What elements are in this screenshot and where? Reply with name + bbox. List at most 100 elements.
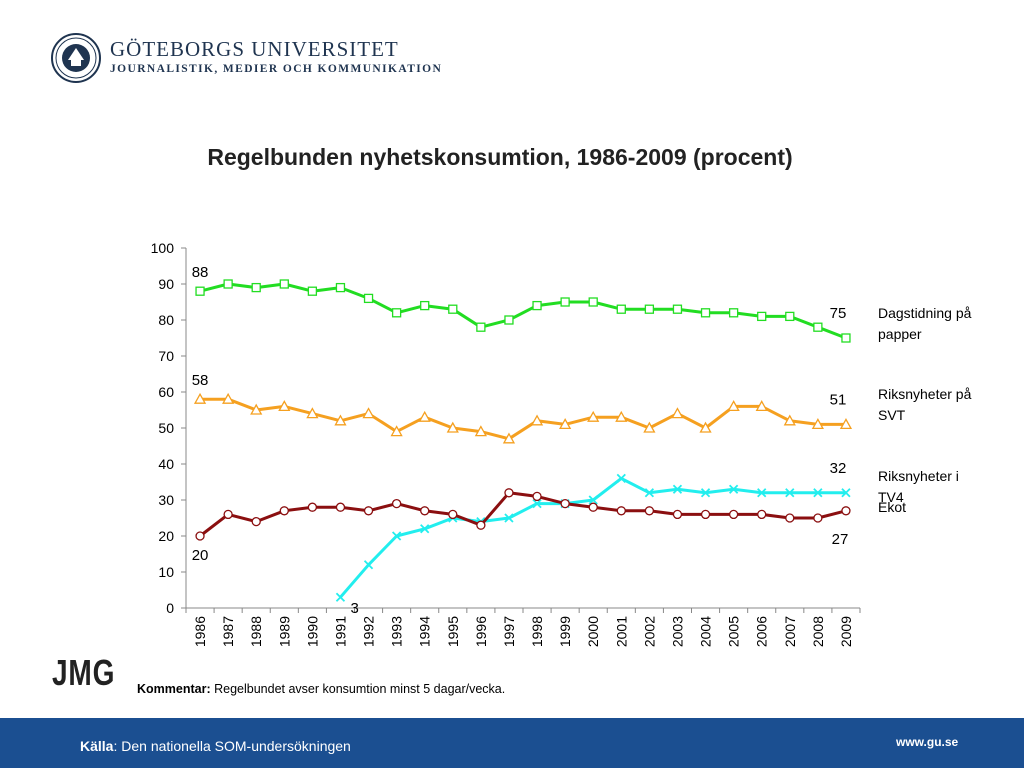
data-point: [278, 400, 291, 412]
university-seal-icon: [51, 33, 101, 83]
data-point: [700, 509, 711, 520]
y-tick-label: 90: [158, 276, 174, 292]
data-point: [841, 488, 851, 498]
series-line: [200, 397, 846, 441]
data-label: 32: [830, 460, 847, 477]
data-point: [306, 407, 319, 419]
data-point: [700, 308, 711, 318]
data-point: [223, 509, 233, 520]
data-point: [672, 484, 683, 494]
legend-line: TV4: [878, 489, 904, 505]
source-note: Källa: Den nationella SOM-undersökningen: [80, 738, 351, 754]
data-point: [279, 279, 289, 289]
x-tick-label: 1991: [332, 616, 348, 647]
data-point: [841, 333, 851, 343]
data-label: 27: [832, 531, 849, 548]
legend-entry: Ekot: [878, 499, 906, 515]
data-point: [391, 498, 402, 509]
data-point: [334, 414, 347, 426]
data-point: [532, 491, 542, 502]
data-point: [222, 392, 235, 404]
x-tick-label: 1994: [417, 616, 433, 647]
x-tick-label: 2002: [641, 616, 657, 647]
legend-entry: Riksnyheter på SVT: [878, 386, 972, 423]
series-line: [339, 476, 846, 599]
legend-entry: Dagstidning på papper: [878, 305, 972, 342]
y-tick-label: 20: [158, 528, 174, 544]
x-tick-label: 2009: [838, 616, 854, 647]
data-label: 20: [192, 547, 209, 564]
data-point: [755, 400, 768, 412]
data-point: [307, 502, 318, 512]
data-point: [530, 414, 544, 426]
data-point: [588, 297, 598, 307]
data-point: [335, 592, 346, 602]
data-point: [616, 506, 626, 516]
x-tick-label: 1992: [361, 616, 377, 647]
y-tick-label: 10: [158, 564, 174, 580]
data-point: [446, 421, 459, 433]
data-point: [841, 506, 851, 516]
source-label: Källa: [80, 738, 114, 754]
data-point: [643, 421, 656, 433]
data-point: [785, 513, 795, 523]
x-tick-label: 2004: [698, 616, 714, 647]
source-text: : Den nationella SOM-undersökningen: [113, 738, 351, 754]
data-point: [728, 509, 739, 520]
data-point: [474, 425, 487, 437]
data-point: [223, 279, 233, 289]
data-point: [251, 282, 261, 293]
legend-line: Dagstidning på: [878, 305, 972, 321]
data-point: [560, 297, 570, 307]
legend-line: Riksnyheter i: [878, 468, 959, 484]
data-label: 3: [350, 600, 358, 617]
x-tick-label: 2005: [726, 616, 742, 647]
data-point: [699, 421, 712, 433]
legend-entry: Riksnyheter i TV4: [878, 468, 959, 505]
y-tick-label: 30: [158, 492, 174, 508]
chart-title: Regelbunden nyhetskonsumtion, 1986-2009 …: [207, 144, 793, 170]
x-tick-label: 2006: [754, 616, 770, 647]
footer-bar: Källa: Den nationella SOM-undersökningen…: [0, 718, 1024, 768]
data-point: [728, 484, 739, 494]
x-tick-label: 1988: [248, 616, 264, 647]
data-point: [587, 410, 600, 422]
y-tick-label: 40: [158, 456, 174, 472]
x-tick-label: 1996: [473, 616, 489, 647]
legend-line: SVT: [878, 407, 906, 423]
data-point: [307, 286, 318, 296]
data-point: [785, 311, 795, 322]
data-point: [420, 506, 430, 516]
x-tick-label: 1999: [557, 616, 573, 647]
data-point: [644, 304, 655, 314]
data-point: [728, 308, 739, 318]
x-tick-label: 2007: [782, 616, 798, 647]
data-point: [362, 407, 375, 419]
comment-text: Regelbundet avser konsumtion minst 5 dag…: [210, 682, 506, 696]
data-point: [476, 322, 486, 332]
website-link[interactable]: www.gu.se: [896, 735, 959, 749]
x-tick-label: 1993: [389, 616, 405, 647]
x-tick-label: 2008: [810, 616, 826, 647]
data-point: [363, 506, 374, 516]
jmg-logo: JMG: [52, 652, 116, 693]
data-point: [195, 286, 205, 296]
data-point: [644, 488, 655, 498]
data-point: [532, 300, 542, 311]
data-point: [811, 418, 824, 430]
x-tick-label: 2001: [613, 616, 629, 647]
data-label: 51: [830, 391, 847, 408]
data-point: [448, 509, 458, 520]
data-point: [560, 498, 570, 509]
y-tick-label: 80: [158, 312, 174, 328]
x-tick-label: 1997: [501, 616, 517, 647]
data-point: [448, 304, 458, 314]
data-point: [532, 498, 542, 509]
legend-line: Riksnyheter på: [878, 386, 972, 402]
data-point: [251, 516, 261, 527]
data-point: [335, 282, 346, 293]
data-label: 88: [192, 264, 209, 281]
data-point: [757, 311, 767, 322]
data-point: [757, 488, 767, 498]
